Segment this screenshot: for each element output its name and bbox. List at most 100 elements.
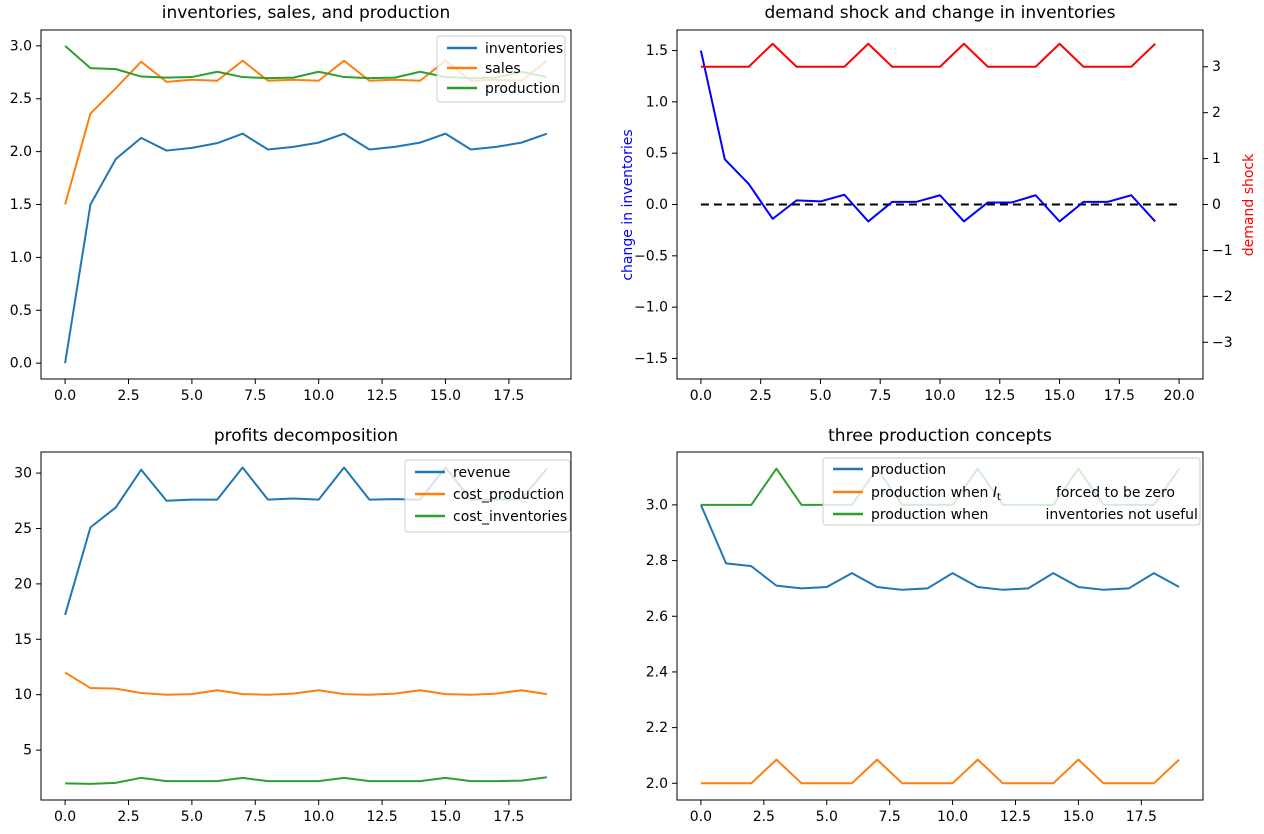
svg-text:5.0: 5.0 <box>181 388 203 404</box>
legend-label: revenue <box>453 465 510 481</box>
svg-text:15.0: 15.0 <box>430 388 461 404</box>
ylabel-demand-shock: demand shock <box>1241 153 1257 257</box>
svg-text:30: 30 <box>14 466 32 482</box>
svg-text:10.0: 10.0 <box>303 388 334 404</box>
svg-text:7.5: 7.5 <box>869 388 891 404</box>
svg-text:7.5: 7.5 <box>879 809 901 825</box>
svg-text:1.5: 1.5 <box>10 197 32 213</box>
ylabel-change-in-inventories: change in inventories <box>620 129 636 281</box>
legend-label: production <box>485 81 560 97</box>
svg-text:10: 10 <box>14 687 32 703</box>
svg-text:0.0: 0.0 <box>54 388 76 404</box>
svg-text:0.5: 0.5 <box>646 146 668 162</box>
legend: production production when It forced to be… <box>822 457 1201 526</box>
svg-text:17.5: 17.5 <box>1126 809 1157 825</box>
svg-text:10.0: 10.0 <box>937 809 968 825</box>
svg-text:5.0: 5.0 <box>816 809 838 825</box>
y-axis-ticks: 0.0 0.5 1.0 1.5 2.0 2.5 3.0 <box>10 38 41 372</box>
series-change-in-inventories <box>699 50 1156 223</box>
svg-text:5.0: 5.0 <box>809 388 831 404</box>
legend-frame <box>436 35 566 103</box>
legend: inventories sales production <box>436 35 566 103</box>
svg-text:0.0: 0.0 <box>646 197 668 213</box>
subplot-inventories-sales-production: 0.0 2.5 5.0 7.5 10.0 12.5 15.0 17.5 0.0 0.5 1.0 1.5… <box>10 29 572 404</box>
series-production <box>699 504 1180 591</box>
legend-label: inventories <box>485 41 563 57</box>
right-y-axis-ticks: −3 −2 −1 0 1 2 3 <box>1203 59 1233 351</box>
svg-text:12.5: 12.5 <box>366 388 397 404</box>
svg-text:2.0: 2.0 <box>646 776 668 792</box>
svg-text:15.0: 15.0 <box>1044 388 1075 404</box>
svg-text:2.8: 2.8 <box>646 553 668 569</box>
svg-text:2.5: 2.5 <box>117 388 139 404</box>
svg-text:12.5: 12.5 <box>984 388 1015 404</box>
legend: revenue cost_production cost_inventories <box>404 459 571 533</box>
series-production-when-i-t-forced-to-be-zero <box>700 758 1180 785</box>
svg-text:17.5: 17.5 <box>1104 388 1135 404</box>
svg-text:5.0: 5.0 <box>181 809 203 825</box>
svg-text:0.0: 0.0 <box>54 809 76 825</box>
y-axis-ticks: 2.0 2.2 2.4 2.6 2.8 3.0 <box>646 497 677 792</box>
svg-text:20: 20 <box>14 576 32 592</box>
svg-text:−1: −1 <box>1212 243 1233 259</box>
svg-text:1.5: 1.5 <box>646 43 668 59</box>
svg-text:−1.5: −1.5 <box>634 351 668 367</box>
chart-title-profits-decomposition: profits decomposition <box>213 426 399 446</box>
svg-text:20.0: 20.0 <box>1164 388 1195 404</box>
svg-text:10.0: 10.0 <box>303 809 334 825</box>
legend-label: production <box>871 462 946 478</box>
series-demand-shock <box>700 42 1156 68</box>
svg-text:3: 3 <box>1212 59 1221 75</box>
svg-text:17.5: 17.5 <box>493 809 524 825</box>
legend-label: cost_inventories <box>453 509 567 525</box>
legend-label: production when It forced to be zero <box>871 485 1175 503</box>
svg-text:−1.0: −1.0 <box>634 300 668 316</box>
svg-text:3.0: 3.0 <box>10 38 32 54</box>
x-axis-ticks: 0.0 2.5 5.0 7.5 10.0 12.5 15.0 17.5 <box>54 379 524 404</box>
axes-spines <box>40 451 572 801</box>
svg-text:7.5: 7.5 <box>244 388 266 404</box>
svg-text:2.5: 2.5 <box>10 91 32 107</box>
svg-text:5: 5 <box>23 743 32 759</box>
x-axis-ticks: 0.0 2.5 5.0 7.5 10.0 12.5 15.0 17.5 <box>54 800 524 825</box>
svg-text:0: 0 <box>1212 197 1221 213</box>
chart-title-three-production-concepts: three production concepts <box>828 426 1052 446</box>
legend-frame <box>404 459 571 533</box>
svg-text:0.0: 0.0 <box>690 809 712 825</box>
chart-title-inventories-sales-production: inventories, sales, and production <box>161 3 451 23</box>
svg-text:0.5: 0.5 <box>10 303 32 319</box>
svg-text:15: 15 <box>14 632 32 648</box>
svg-text:3.0: 3.0 <box>646 497 668 513</box>
svg-text:1: 1 <box>1212 151 1221 167</box>
subplot-demand-shock-change-in-inventories: 0.0 2.5 5.0 7.5 10.0 12.5 15.0 17.5 20.0 −1.5 −1.0… <box>634 29 1233 404</box>
svg-text:25: 25 <box>14 521 32 537</box>
svg-text:2.4: 2.4 <box>646 664 668 680</box>
svg-text:2.6: 2.6 <box>646 609 668 625</box>
series-inventories <box>64 132 548 364</box>
svg-text:1.0: 1.0 <box>10 250 32 266</box>
svg-text:−0.5: −0.5 <box>634 248 668 264</box>
svg-text:15.0: 15.0 <box>430 809 461 825</box>
svg-text:7.5: 7.5 <box>244 809 266 825</box>
subplot-three-production-concepts: 0.0 2.5 5.0 7.5 10.0 12.5 15.0 17.5 2.0 2.2 2.4 2.6… <box>646 451 1204 825</box>
subplot-profits-decomposition: 0.0 2.5 5.0 7.5 10.0 12.5 15.0 17.5 5 10 15 20 25 30 r… <box>14 451 572 825</box>
svg-text:−3: −3 <box>1212 335 1233 351</box>
svg-text:2.5: 2.5 <box>753 809 775 825</box>
svg-text:2.5: 2.5 <box>750 388 772 404</box>
legend-label: sales <box>485 61 521 77</box>
x-axis-ticks: 0.0 2.5 5.0 7.5 10.0 12.5 15.0 17.5 <box>690 800 1157 825</box>
svg-text:10.0: 10.0 <box>924 388 955 404</box>
legend-frame <box>822 457 1201 526</box>
y-axis-ticks: 5 10 15 20 25 30 <box>14 466 41 759</box>
axes-spines <box>676 451 1204 801</box>
legend-label: cost_production <box>453 487 564 503</box>
svg-text:1.0: 1.0 <box>646 94 668 110</box>
svg-text:12.5: 12.5 <box>366 809 397 825</box>
svg-text:2: 2 <box>1212 105 1221 121</box>
svg-text:−2: −2 <box>1212 289 1233 305</box>
chart-title-demand-shock-change-in-inventories: demand shock and change in inventories <box>764 3 1116 23</box>
svg-text:2.5: 2.5 <box>117 809 139 825</box>
svg-text:2.2: 2.2 <box>646 720 668 736</box>
